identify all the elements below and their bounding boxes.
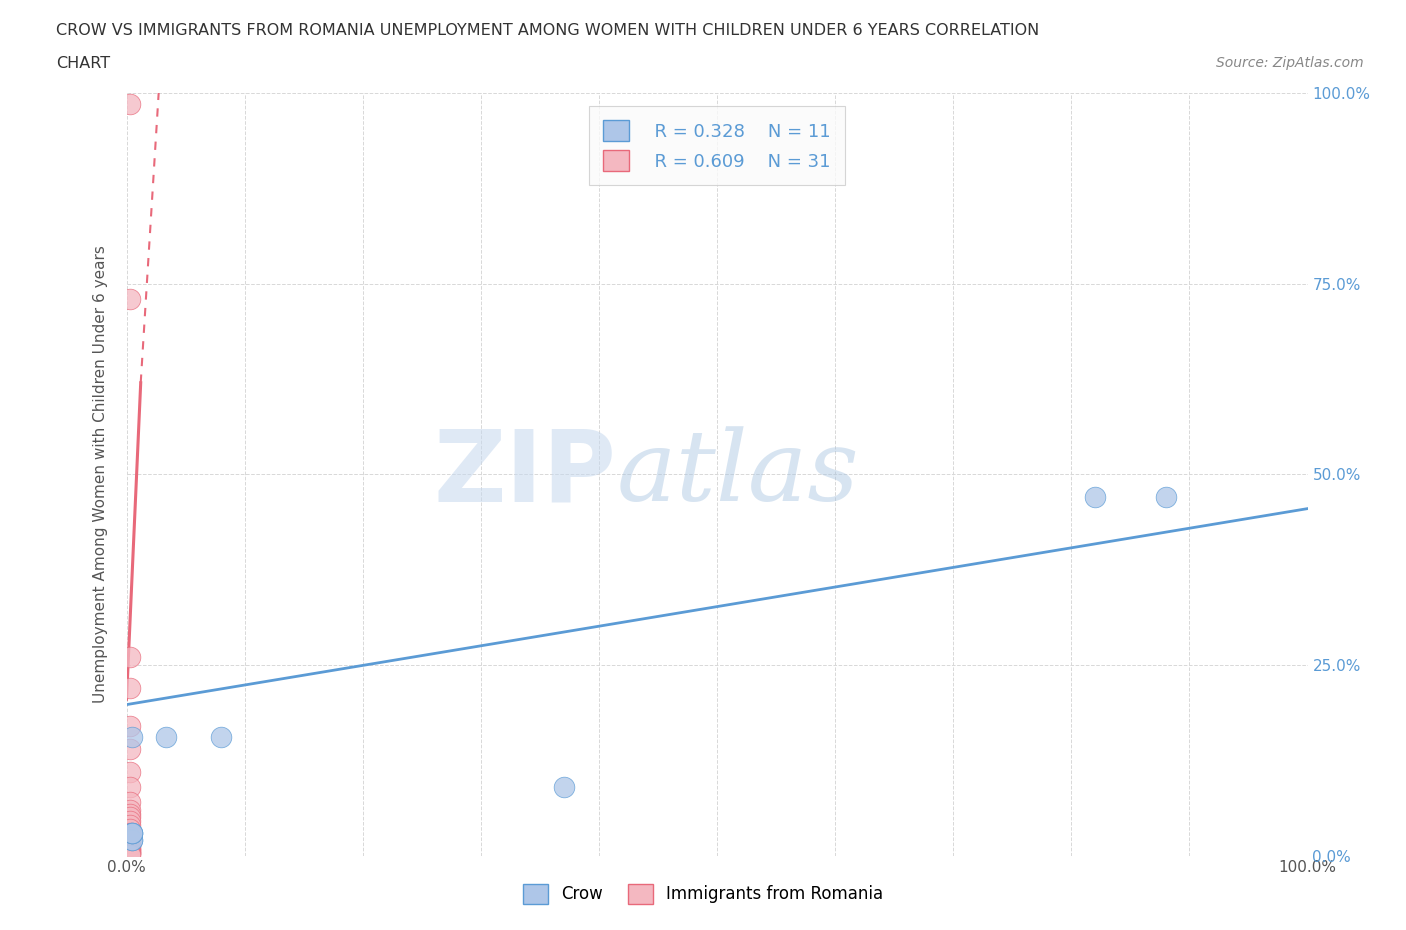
- Point: [120, 650, 142, 665]
- Point: [120, 844, 142, 859]
- Point: [1084, 490, 1107, 505]
- Point: [120, 764, 142, 779]
- Point: [120, 831, 142, 846]
- Point: [120, 681, 142, 696]
- Point: [120, 839, 142, 854]
- Point: [120, 814, 142, 829]
- Point: [120, 795, 142, 810]
- Point: [120, 836, 142, 851]
- Point: [120, 846, 142, 861]
- Point: [155, 730, 177, 745]
- Point: [1154, 490, 1177, 505]
- Point: [121, 833, 143, 848]
- Point: [120, 817, 142, 832]
- Point: [120, 97, 142, 112]
- Point: [120, 845, 142, 860]
- Text: atlas: atlas: [617, 427, 859, 522]
- Point: [120, 838, 142, 853]
- Point: [120, 847, 142, 862]
- Point: [120, 842, 142, 857]
- Point: [120, 741, 142, 756]
- Point: [120, 803, 142, 817]
- Point: [553, 779, 575, 794]
- Text: CHART: CHART: [56, 56, 110, 71]
- Point: [120, 291, 142, 306]
- Point: [120, 844, 142, 858]
- Point: [120, 779, 142, 794]
- Point: [121, 825, 143, 840]
- Point: [120, 833, 142, 848]
- Point: [120, 719, 142, 734]
- Point: [121, 730, 143, 745]
- Point: [120, 830, 142, 844]
- Point: [120, 843, 142, 857]
- Legend:   R = 0.328    N = 11,   R = 0.609    N = 31: R = 0.328 N = 11, R = 0.609 N = 31: [589, 106, 845, 185]
- Point: [120, 821, 142, 836]
- Point: [120, 806, 142, 821]
- Text: ZIP: ZIP: [434, 426, 617, 523]
- Point: [121, 825, 143, 840]
- Point: [120, 846, 142, 861]
- Point: [121, 833, 143, 848]
- Point: [120, 825, 142, 840]
- Text: Source: ZipAtlas.com: Source: ZipAtlas.com: [1216, 56, 1364, 70]
- Point: [120, 841, 142, 856]
- Point: [209, 730, 232, 745]
- Text: CROW VS IMMIGRANTS FROM ROMANIA UNEMPLOYMENT AMONG WOMEN WITH CHILDREN UNDER 6 Y: CROW VS IMMIGRANTS FROM ROMANIA UNEMPLOY…: [56, 23, 1039, 38]
- Point: [120, 810, 142, 825]
- Point: [121, 825, 143, 840]
- Y-axis label: Unemployment Among Women with Children Under 6 years: Unemployment Among Women with Children U…: [93, 246, 108, 703]
- Legend: Crow, Immigrants from Romania: Crow, Immigrants from Romania: [515, 875, 891, 912]
